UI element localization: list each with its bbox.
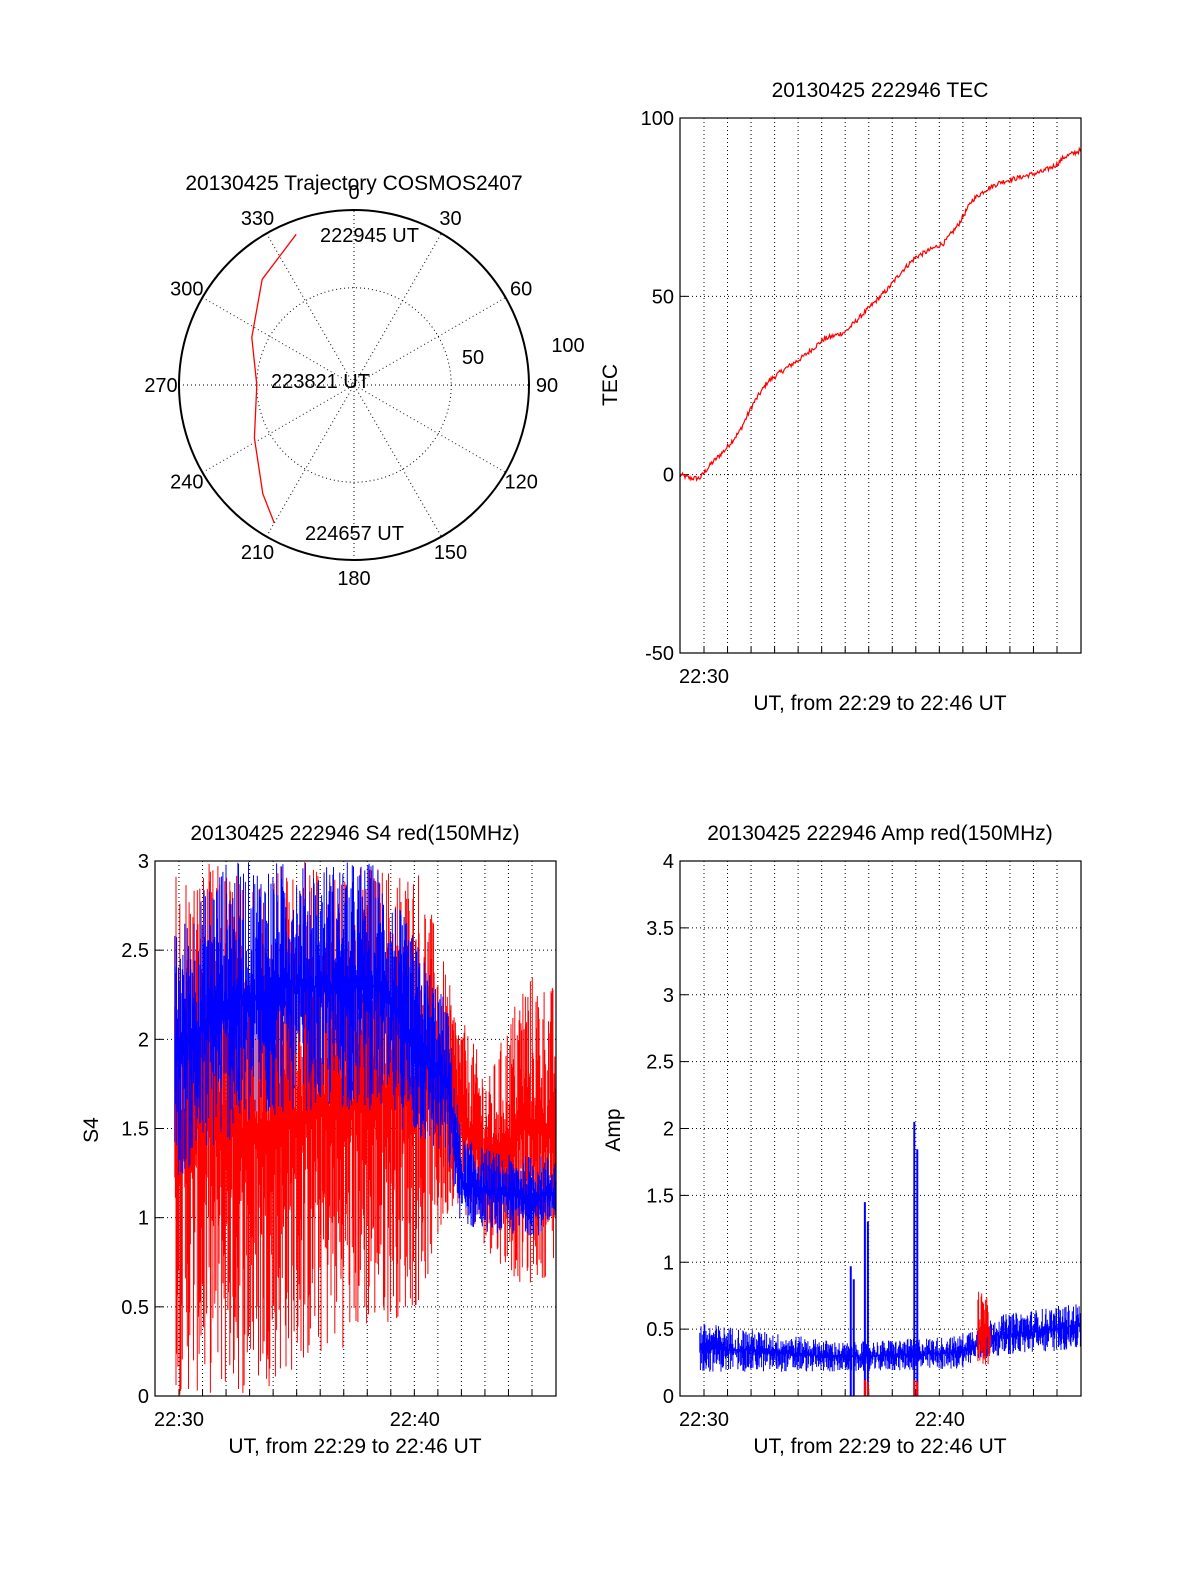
- y-tick-label: -50: [645, 643, 674, 665]
- y-tick-label: 0: [663, 465, 674, 487]
- y-tick-label: 1: [138, 1208, 149, 1230]
- red-series-peak: [913, 1379, 919, 1396]
- tec-title: 20130425 222946 TEC: [772, 79, 989, 102]
- trajectory-track: [251, 233, 297, 524]
- y-tick-label: 0: [138, 1386, 149, 1408]
- amp-x-axis-label: UT, from 22:29 to 22:46 UT: [753, 1435, 1006, 1458]
- trajectory-title: 20130425 Trajectory COSMOS2407: [185, 172, 522, 195]
- red-series-trace: [977, 1291, 992, 1365]
- blue-series-peak: [863, 1202, 869, 1396]
- s4-series: [174, 862, 557, 1395]
- y-tick-label: 0.5: [121, 1297, 149, 1319]
- track-label-start: 222945 UT: [320, 225, 419, 247]
- y-tick-label: 1.5: [646, 1185, 674, 1207]
- tec-series-line: [679, 146, 1082, 483]
- s4-x-axis-label: UT, from 22:29 to 22:46 UT: [228, 1435, 481, 1458]
- amp-series: [699, 1121, 1082, 1396]
- blue-series-trace: [174, 862, 557, 1236]
- tec-x-ticks: 22:30: [679, 666, 729, 688]
- y-tick-label: 2: [663, 1119, 674, 1141]
- polar-angle-label: 30: [439, 208, 461, 230]
- red-series-peak: [863, 1379, 869, 1396]
- x-tick-label: 22:30: [154, 1409, 204, 1431]
- polar-angle-label: 0: [348, 182, 359, 204]
- s4-frame: [154, 860, 557, 1397]
- polar-angle-label: 90: [536, 375, 558, 397]
- trajectory-polar-plot: 20130425 Trajectory COSMOS2407 0 30 60 90 12…: [144, 172, 584, 590]
- s4-title: 20130425 222946 S4 red(150MHz): [190, 822, 519, 845]
- amp-title: 20130425 222946 Amp red(150MHz): [707, 822, 1053, 845]
- polar-outer-ring: [178, 209, 530, 561]
- y-tick-label: 3: [138, 851, 149, 873]
- s4-panel: 20130425 222946 S4 red(150MHz) 3 2.5 2 1.5 1…: [80, 822, 557, 1458]
- y-tick-label: 3.5: [646, 918, 674, 940]
- blue-series-peak: [913, 1121, 919, 1396]
- y-tick-label: 0.5: [646, 1319, 674, 1341]
- blue-series-peak: [849, 1266, 855, 1396]
- y-tick-label: 1.5: [121, 1119, 149, 1141]
- amp-y-axis-label: Amp: [602, 1108, 625, 1151]
- amp-panel: 20130425 222946 Amp red(150MHz) 4 3.5 3 2.5…: [602, 822, 1082, 1458]
- polar-angle-label: 210: [241, 542, 274, 564]
- tec-series: [679, 146, 1082, 483]
- radius-label-50: 50: [462, 347, 484, 369]
- s4-y-axis-label: S4: [80, 1117, 103, 1143]
- amp-y-ticks: 4 3.5 3 2.5 2 1.5 1 0.5 0: [646, 851, 674, 1408]
- x-tick-label: 22:40: [390, 1409, 440, 1431]
- s4-y-ticks: 3 2.5 2 1.5 1 0.5 0: [121, 851, 149, 1408]
- tec-y-ticks: 100 50 0 -50: [641, 108, 674, 665]
- amp-frame: [679, 860, 1082, 1397]
- y-tick-label: 50: [652, 286, 674, 308]
- track-label-mid: 223821 UT: [271, 371, 370, 393]
- x-tick-label: 22:30: [679, 1409, 729, 1431]
- x-tick-label: 22:30: [679, 666, 729, 688]
- polar-angle-label: 270: [144, 375, 177, 397]
- amp-x-ticks: 22:30 22:40: [679, 1409, 965, 1431]
- polar-angle-label: 120: [504, 472, 537, 494]
- y-tick-label: 4: [663, 851, 674, 873]
- polar-angle-label: 300: [170, 279, 203, 301]
- polar-angle-label: 150: [434, 542, 467, 564]
- tec-panel: 20130425 222946 TEC 100 50 0 -50 22:30 UT, …: [599, 79, 1082, 715]
- radius-label-100: 100: [551, 335, 584, 357]
- s4-x-ticks: 22:30 22:40: [154, 1409, 440, 1431]
- polar-angle-label: 240: [170, 472, 203, 494]
- blue-series-trace: [699, 1304, 1082, 1372]
- y-tick-label: 1: [663, 1252, 674, 1274]
- polar-angle-labels: 0 30 60 90 120 150 180 210 240 270 300 330: [144, 182, 558, 590]
- polar-angle-label: 180: [337, 568, 370, 590]
- y-tick-label: 0: [663, 1386, 674, 1408]
- tec-frame: [679, 117, 1082, 654]
- tec-grid: [680, 117, 1081, 654]
- y-tick-label: 2.5: [121, 940, 149, 962]
- polar-angle-label: 330: [241, 208, 274, 230]
- polar-angle-label: 60: [510, 279, 532, 301]
- x-tick-label: 22:40: [915, 1409, 965, 1431]
- y-tick-label: 2: [138, 1029, 149, 1051]
- y-tick-label: 2.5: [646, 1052, 674, 1074]
- tec-x-axis-label: UT, from 22:29 to 22:46 UT: [753, 692, 1006, 715]
- tec-y-axis-label: TEC: [599, 364, 622, 406]
- track-label-end: 224657 UT: [305, 523, 404, 545]
- y-tick-label: 3: [663, 985, 674, 1007]
- y-tick-label: 100: [641, 108, 674, 130]
